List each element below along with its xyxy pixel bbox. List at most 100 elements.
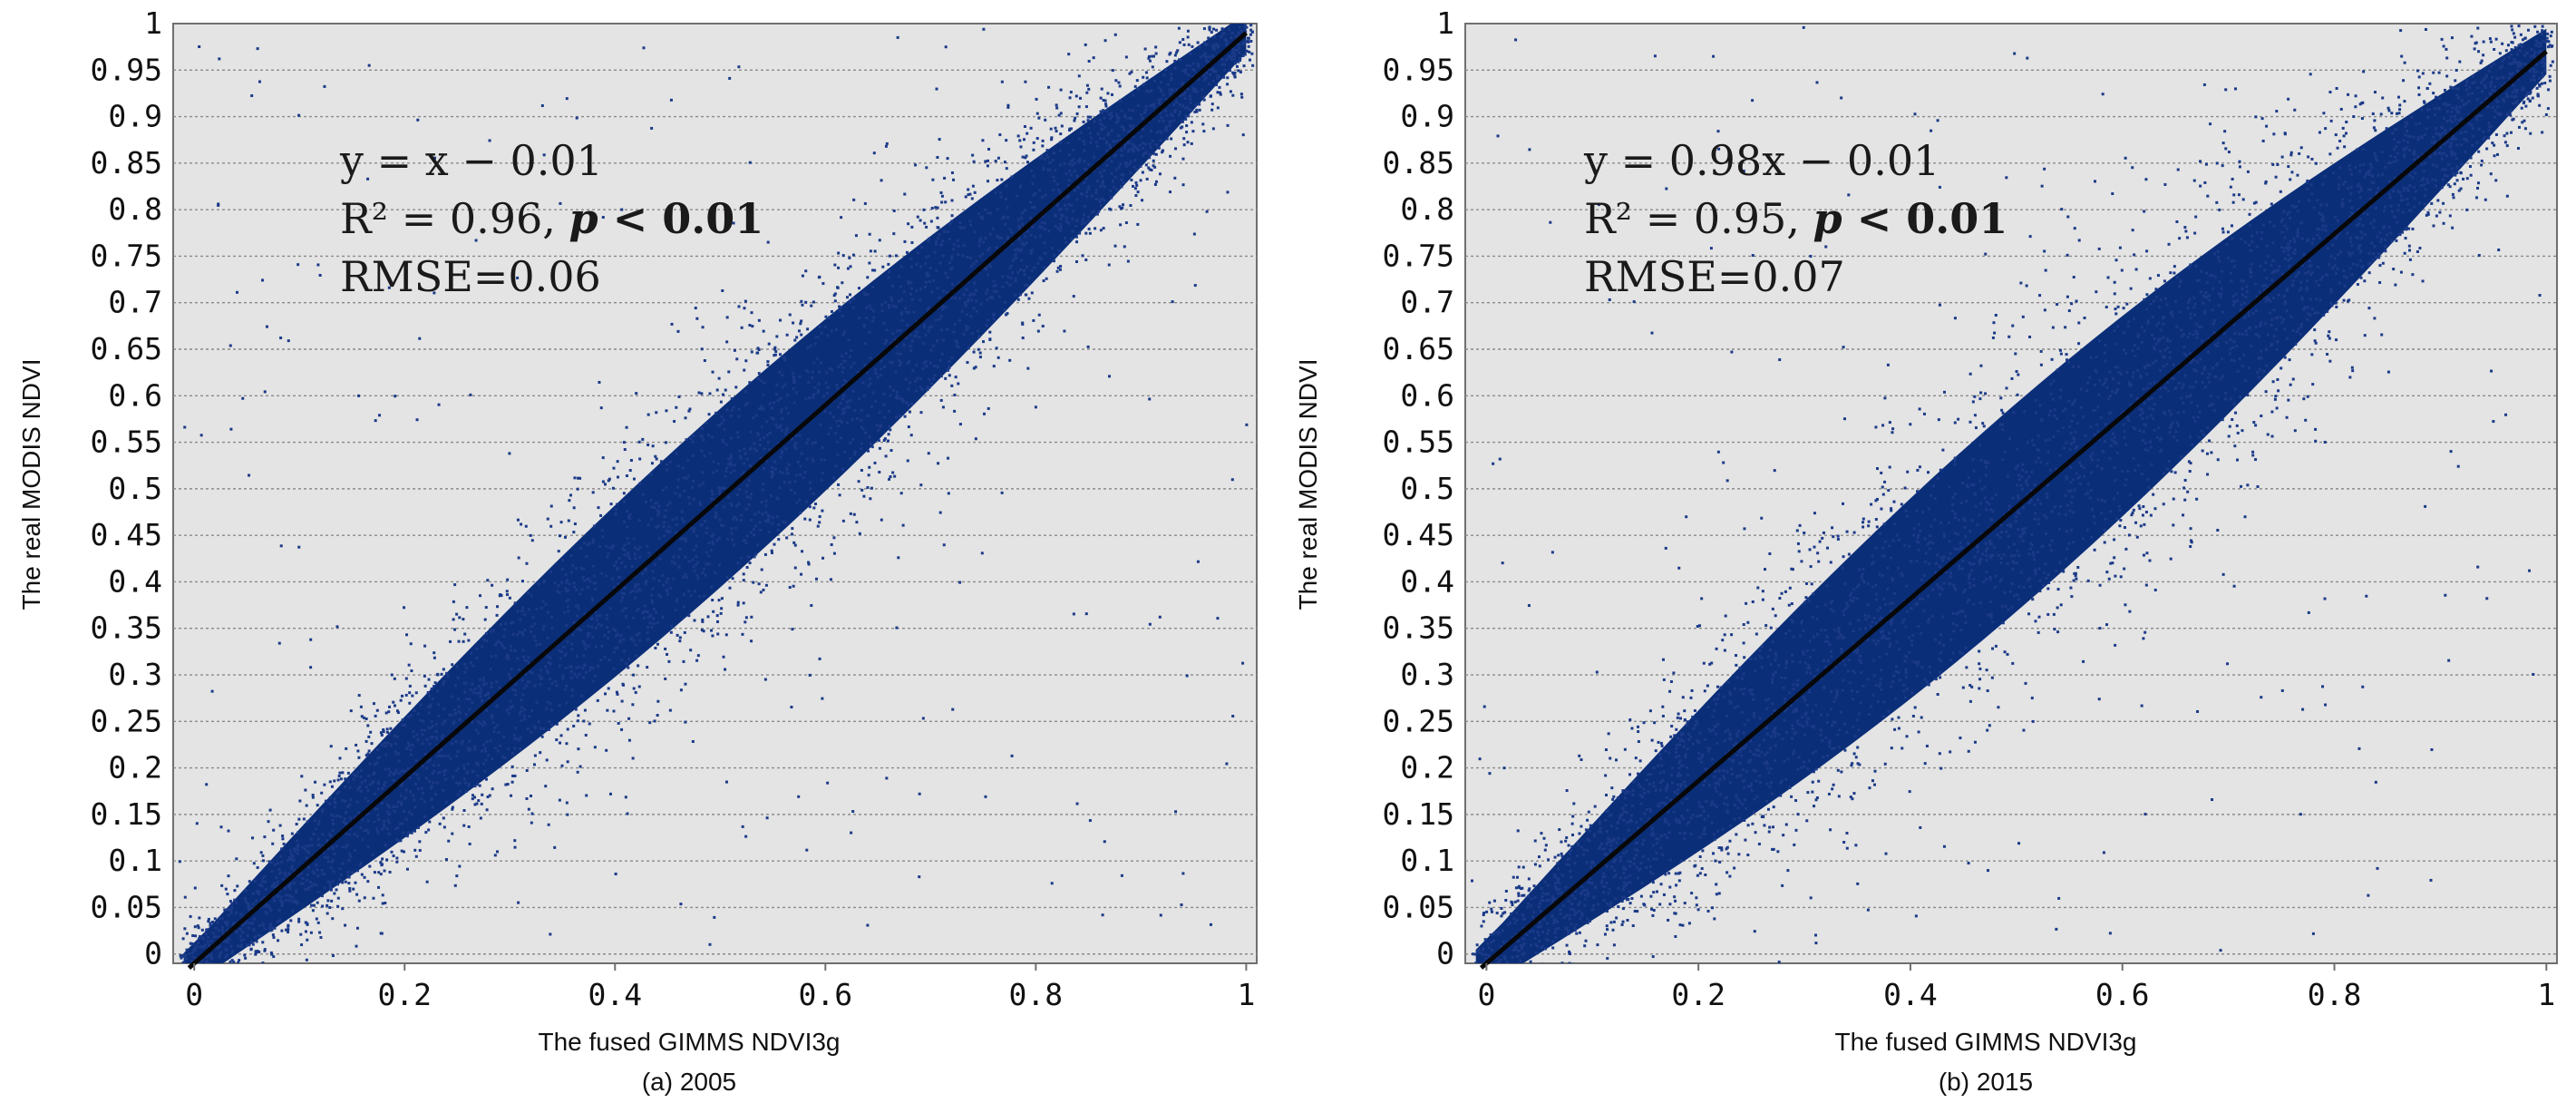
scatter-point <box>692 434 695 437</box>
scatter-point <box>483 769 487 773</box>
scatter-point <box>387 774 391 777</box>
scatter-point <box>978 356 982 359</box>
scatter-point <box>410 831 413 835</box>
scatter-point <box>527 656 530 659</box>
scatter-point <box>804 269 808 273</box>
scatter-point <box>953 393 957 396</box>
scatter-point <box>1075 802 1079 805</box>
scatter-point <box>936 206 939 210</box>
scatter-point <box>1055 106 1059 110</box>
scatter-point <box>2416 156 2420 160</box>
scatter-point <box>1631 924 1635 928</box>
scatter-point <box>841 370 844 374</box>
scatter-point <box>810 604 813 608</box>
scatter-point <box>1021 155 1025 159</box>
scatter-point <box>1014 293 1017 297</box>
scatter-point <box>229 911 233 914</box>
scatter-point <box>341 862 345 865</box>
scatter-point <box>1181 183 1185 187</box>
scatter-point <box>657 593 661 597</box>
scatter-point <box>291 909 295 913</box>
scatter-point <box>1987 869 1990 873</box>
scatter-point <box>1764 698 1768 702</box>
scatter-point <box>786 472 790 475</box>
scatter-point <box>378 756 382 759</box>
scatter-point <box>571 633 575 637</box>
scatter-point <box>2046 495 2049 499</box>
scatter-point <box>2510 24 2513 28</box>
scatter-point <box>2204 271 2208 275</box>
scatter-point <box>905 310 909 314</box>
scatter-point <box>346 874 350 877</box>
scatter-point <box>1812 635 1815 639</box>
scatter-point <box>290 832 294 835</box>
scatter-point <box>1075 198 1079 201</box>
annotation-block-a: y = x − 0.01 R² = 0.96, p < 0.01 RMSE=0.… <box>339 136 763 301</box>
scatter-point <box>1153 182 1157 186</box>
scatter-point <box>539 727 542 730</box>
scatter-point <box>2093 383 2096 386</box>
scatter-point <box>481 645 484 649</box>
scatter-point <box>463 781 467 785</box>
scatter-point <box>793 380 797 384</box>
scatter-point <box>1041 154 1045 158</box>
scatter-point <box>315 883 318 887</box>
scatter-point <box>583 663 587 667</box>
scatter-point <box>355 774 358 777</box>
scatter-point <box>1190 121 1193 124</box>
scatter-point <box>1628 874 1632 878</box>
scatter-point <box>800 319 803 323</box>
scatter-point <box>562 646 566 649</box>
scatter-point <box>909 345 912 348</box>
scatter-point <box>877 428 880 432</box>
scatter-point <box>328 881 332 884</box>
scatter-point <box>1230 54 1234 58</box>
scatter-point <box>520 706 523 709</box>
scatter-point <box>467 639 471 642</box>
scatter-point <box>1072 149 1075 152</box>
scatter-point <box>1009 277 1013 280</box>
scatter-point <box>630 636 634 639</box>
scatter-point <box>882 439 886 443</box>
scatter-point <box>620 591 624 595</box>
scatter-point <box>2402 79 2406 83</box>
scatter-point <box>949 268 953 271</box>
scatter-point <box>1039 156 1043 160</box>
scatter-point <box>748 161 752 164</box>
scatter-point <box>1624 804 1628 807</box>
scatter-point <box>1968 561 1971 564</box>
scatter-point <box>1589 824 1592 827</box>
scatter-point <box>1142 154 1145 158</box>
scatter-point <box>1181 120 1184 123</box>
scatter-point <box>971 293 975 297</box>
scatter-point <box>708 942 712 946</box>
scatter-point <box>941 239 945 243</box>
scatter-point <box>1243 24 1247 27</box>
scatter-point <box>545 669 549 673</box>
scatter-point <box>762 588 765 591</box>
scatter-point <box>425 737 429 741</box>
scatter-point <box>413 782 417 786</box>
scatter-point <box>729 464 733 467</box>
scatter-point <box>1747 688 1751 692</box>
scatter-point <box>1078 231 1082 235</box>
scatter-point <box>1915 674 1919 678</box>
scatter-point <box>374 807 377 811</box>
scatter-point <box>1773 728 1776 732</box>
scatter-point <box>1768 552 1772 555</box>
scatter-point <box>1814 749 1818 753</box>
scatter-point <box>1132 124 1135 128</box>
scatter-point <box>575 116 578 120</box>
scatter-point <box>867 473 870 477</box>
scatter-point <box>485 808 489 812</box>
scatter-point <box>236 884 239 888</box>
scatter-point <box>1109 189 1113 192</box>
scatter-point <box>248 922 251 925</box>
scatter-point <box>2223 130 2227 133</box>
scatter-point <box>1026 132 1029 135</box>
scatter-point <box>1184 114 1188 118</box>
scatter-point <box>1082 213 1085 217</box>
scatter-point <box>1123 146 1127 150</box>
scatter-point <box>809 481 812 484</box>
scatter-point <box>634 556 637 560</box>
